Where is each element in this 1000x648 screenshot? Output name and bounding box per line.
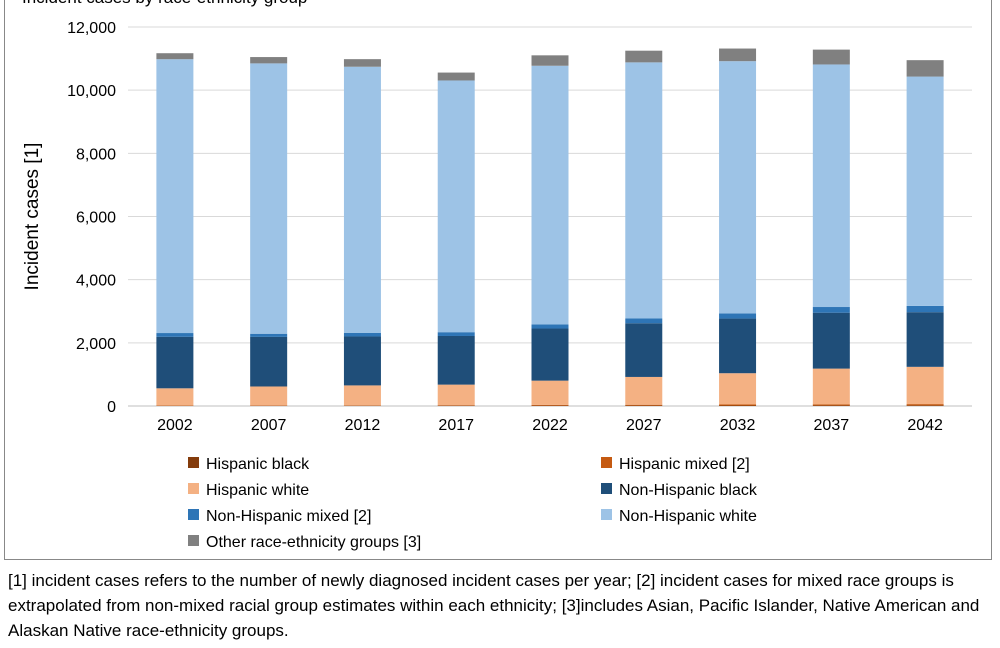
bar-segment-non-hispanic-white (156, 59, 194, 334)
bar-segment-non-hispanic-black (531, 328, 569, 381)
bar-segment-hispanic-mixed-2 (625, 404, 663, 406)
y-axis-label: Incident cases [1] (22, 143, 43, 291)
bar-segment-non-hispanic-black (250, 336, 288, 387)
x-tick-label: 2007 (251, 417, 287, 434)
bar-segment-non-hispanic-white (719, 61, 757, 314)
legend-label: Non-Hispanic white (619, 508, 757, 525)
bar-segment-non-hispanic-white (812, 64, 850, 308)
bar-segment-non-hispanic-black (156, 336, 194, 389)
bar-segment-hispanic-mixed-2 (437, 405, 475, 406)
bar-segment-non-hispanic-black (625, 323, 663, 377)
bar-segment-non-hispanic-white (343, 66, 381, 333)
bar-segment-non-hispanic-mixed-2 (437, 332, 475, 336)
x-tick-label: 2002 (157, 417, 193, 434)
x-tick-label: 2032 (720, 417, 756, 434)
bar-segment-hispanic-mixed-2 (531, 404, 569, 406)
x-tick-label: 2012 (345, 417, 381, 434)
bar-segment-other-race-ethnicity-groups-3 (531, 55, 569, 66)
bar-segment-hispanic-white (906, 366, 944, 405)
bar-segment-other-race-ethnicity-groups-3 (250, 57, 288, 64)
bar-segment-hispanic-white (812, 368, 850, 405)
legend-swatch (188, 457, 199, 468)
bar-segment-non-hispanic-mixed-2 (343, 332, 381, 337)
legend-swatch (601, 457, 612, 468)
bar-segment-other-race-ethnicity-groups-3 (906, 60, 944, 77)
bar-segment-other-race-ethnicity-groups-3 (156, 53, 194, 60)
bar-segment-hispanic-black (906, 405, 944, 406)
legend-swatch (188, 483, 199, 494)
bar-segment-non-hispanic-white (625, 62, 663, 319)
bar-segment-non-hispanic-black (343, 336, 381, 386)
bar-segment-non-hispanic-mixed-2 (625, 318, 663, 324)
bar-segment-hispanic-white (437, 384, 475, 406)
y-tick-label: 6,000 (76, 210, 116, 227)
chart-frame (4, 0, 992, 560)
bar-segment-non-hispanic-mixed-2 (250, 333, 288, 337)
bar-segment-hispanic-white (719, 373, 757, 405)
bar-segment-hispanic-mixed-2 (812, 404, 850, 406)
x-tick-label: 2022 (532, 417, 568, 434)
bar-segment-non-hispanic-mixed-2 (719, 313, 757, 319)
bar-segment-hispanic-white (625, 376, 663, 405)
y-tick-label: 0 (107, 399, 116, 416)
bar-segment-other-race-ethnicity-groups-3 (719, 48, 757, 62)
bar-segment-non-hispanic-white (906, 76, 944, 306)
bar-segment-non-hispanic-white (437, 80, 475, 333)
x-tick-label: 2037 (814, 417, 850, 434)
bar-segment-hispanic-black (719, 405, 757, 406)
bar-segment-non-hispanic-mixed-2 (531, 324, 569, 329)
legend-label: Other race-ethnicity groups [3] (206, 534, 421, 551)
legend-label: Non-Hispanic mixed [2] (206, 508, 371, 525)
x-tick-label: 2017 (438, 417, 474, 434)
bar-segment-hispanic-white (531, 380, 569, 405)
bar-segment-hispanic-white (250, 386, 288, 406)
bar-segment-non-hispanic-black (812, 312, 850, 369)
y-tick-label: 10,000 (67, 83, 116, 100)
legend-swatch (601, 509, 612, 520)
bar-segment-hispanic-black (812, 405, 850, 406)
x-tick-label: 2042 (907, 417, 943, 434)
bar-segment-hispanic-white (343, 385, 381, 406)
legend-swatch (188, 535, 199, 546)
chart-title: Incident cases by race-ethnicity group (22, 0, 307, 8)
bar-segment-non-hispanic-mixed-2 (156, 333, 194, 337)
bar-segment-hispanic-mixed-2 (906, 404, 944, 406)
y-tick-label: 8,000 (76, 146, 116, 163)
bar-segment-non-hispanic-mixed-2 (812, 307, 850, 313)
bar-segment-non-hispanic-white (531, 65, 569, 325)
y-tick-label: 12,000 (67, 20, 116, 37)
legend-swatch (188, 509, 199, 520)
y-tick-label: 4,000 (76, 273, 116, 290)
legend-label: Hispanic white (206, 482, 309, 499)
x-tick-label: 2027 (626, 417, 662, 434)
legend-swatch (601, 483, 612, 494)
bar-segment-other-race-ethnicity-groups-3 (812, 49, 850, 65)
bar-segment-non-hispanic-mixed-2 (906, 305, 944, 313)
bar-segment-hispanic-white (156, 388, 194, 406)
stacked-bar-chart: 0 2,000 4,000 6,000 8,000 10,000 12,000 Inciden… (22, 20, 972, 551)
bar-segment-non-hispanic-black (719, 318, 757, 374)
legend-label: Non-Hispanic black (619, 482, 758, 499)
bar-segment-other-race-ethnicity-groups-3 (625, 50, 663, 63)
bar-segment-hispanic-mixed-2 (719, 404, 757, 406)
legend-label: Hispanic black (206, 456, 310, 473)
footnote: [1] incident cases refers to the number … (8, 571, 980, 640)
bar-segment-non-hispanic-black (437, 335, 475, 385)
bar-segment-other-race-ethnicity-groups-3 (343, 59, 381, 67)
y-tick-label: 2,000 (76, 336, 116, 353)
bar-segment-non-hispanic-black (906, 312, 944, 367)
bar-segment-other-race-ethnicity-groups-3 (437, 72, 475, 81)
legend-label: Hispanic mixed [2] (619, 456, 750, 473)
bar-segment-non-hispanic-white (250, 63, 288, 334)
